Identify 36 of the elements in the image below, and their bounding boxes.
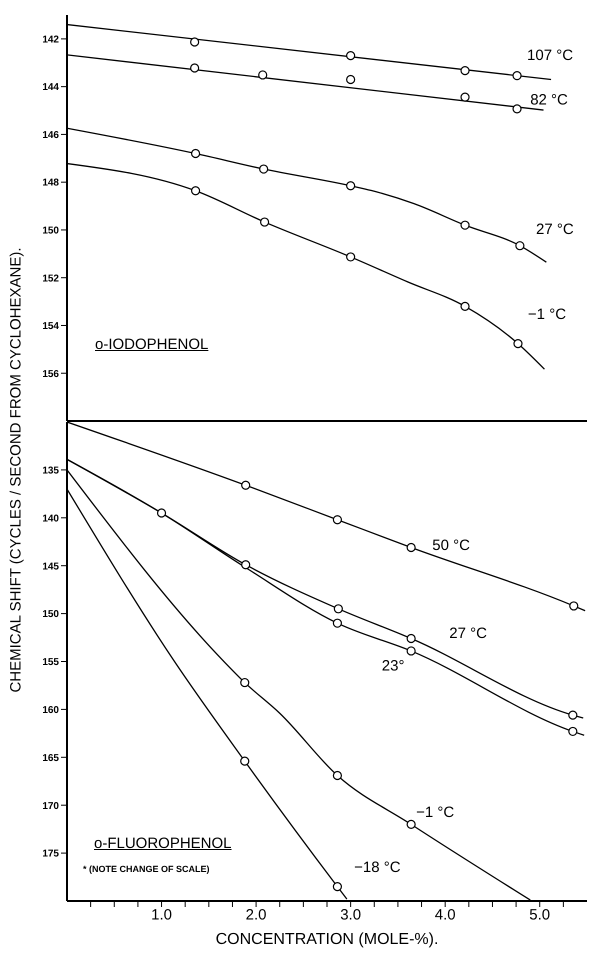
y-tick-label: 152 (42, 273, 60, 284)
y-tick-label: 156 (42, 368, 60, 380)
text: 27 °C (449, 625, 488, 642)
series-label: −1 °C (528, 306, 566, 324)
y-tick-label: 145 (42, 561, 60, 572)
annotation: o-FLUOROPHENOL (94, 835, 232, 852)
y-axis-title: CHEMICAL SHIFT (CYCLES / SECOND FROM CYCLOHEXANE). (8, 247, 24, 693)
annotation: * (NOTE CHANGE OF SCALE) (83, 864, 210, 874)
x-tick-label: 2.0 (246, 906, 267, 924)
series-label: 50 °C (432, 537, 470, 554)
y-tick-label: 144 (42, 82, 60, 94)
series-label: 23° (382, 657, 404, 674)
y-tick-label: 165 (42, 752, 60, 764)
series-label: 82 °C (530, 91, 568, 108)
series-label: 107 °C (527, 47, 574, 64)
y-tick-label: 142 (42, 34, 60, 46)
x-tick-label: 5.0 (529, 906, 550, 924)
y-tick-label: 146 (42, 130, 60, 141)
y-tick-label: 154 (42, 321, 60, 332)
series-label: −1 °C (416, 804, 454, 821)
series-label: −18 °C (354, 859, 401, 876)
x-tick-label: 1.0 (151, 906, 172, 924)
x-tick-label: 4.0 (434, 906, 456, 924)
series-label: 27 °C (536, 221, 574, 238)
y-tick-label: 135 (42, 465, 60, 476)
x-axis-title: CONCENTRATION (MOLE-%). (214, 931, 440, 949)
y-tick-label: 155 (42, 657, 60, 668)
y-tick-label: 148 (42, 178, 60, 189)
y-tick-label: 170 (42, 800, 60, 812)
y-tick-label: 160 (42, 704, 60, 716)
y-tick-label: 150 (42, 225, 60, 236)
y-tick-label: 150 (42, 609, 60, 620)
y-tick-label: 175 (42, 848, 60, 860)
y-tick-label: 140 (42, 513, 60, 524)
x-tick-label: 3.0 (340, 906, 362, 924)
annotation: o-IODOPHENOL (95, 336, 208, 353)
